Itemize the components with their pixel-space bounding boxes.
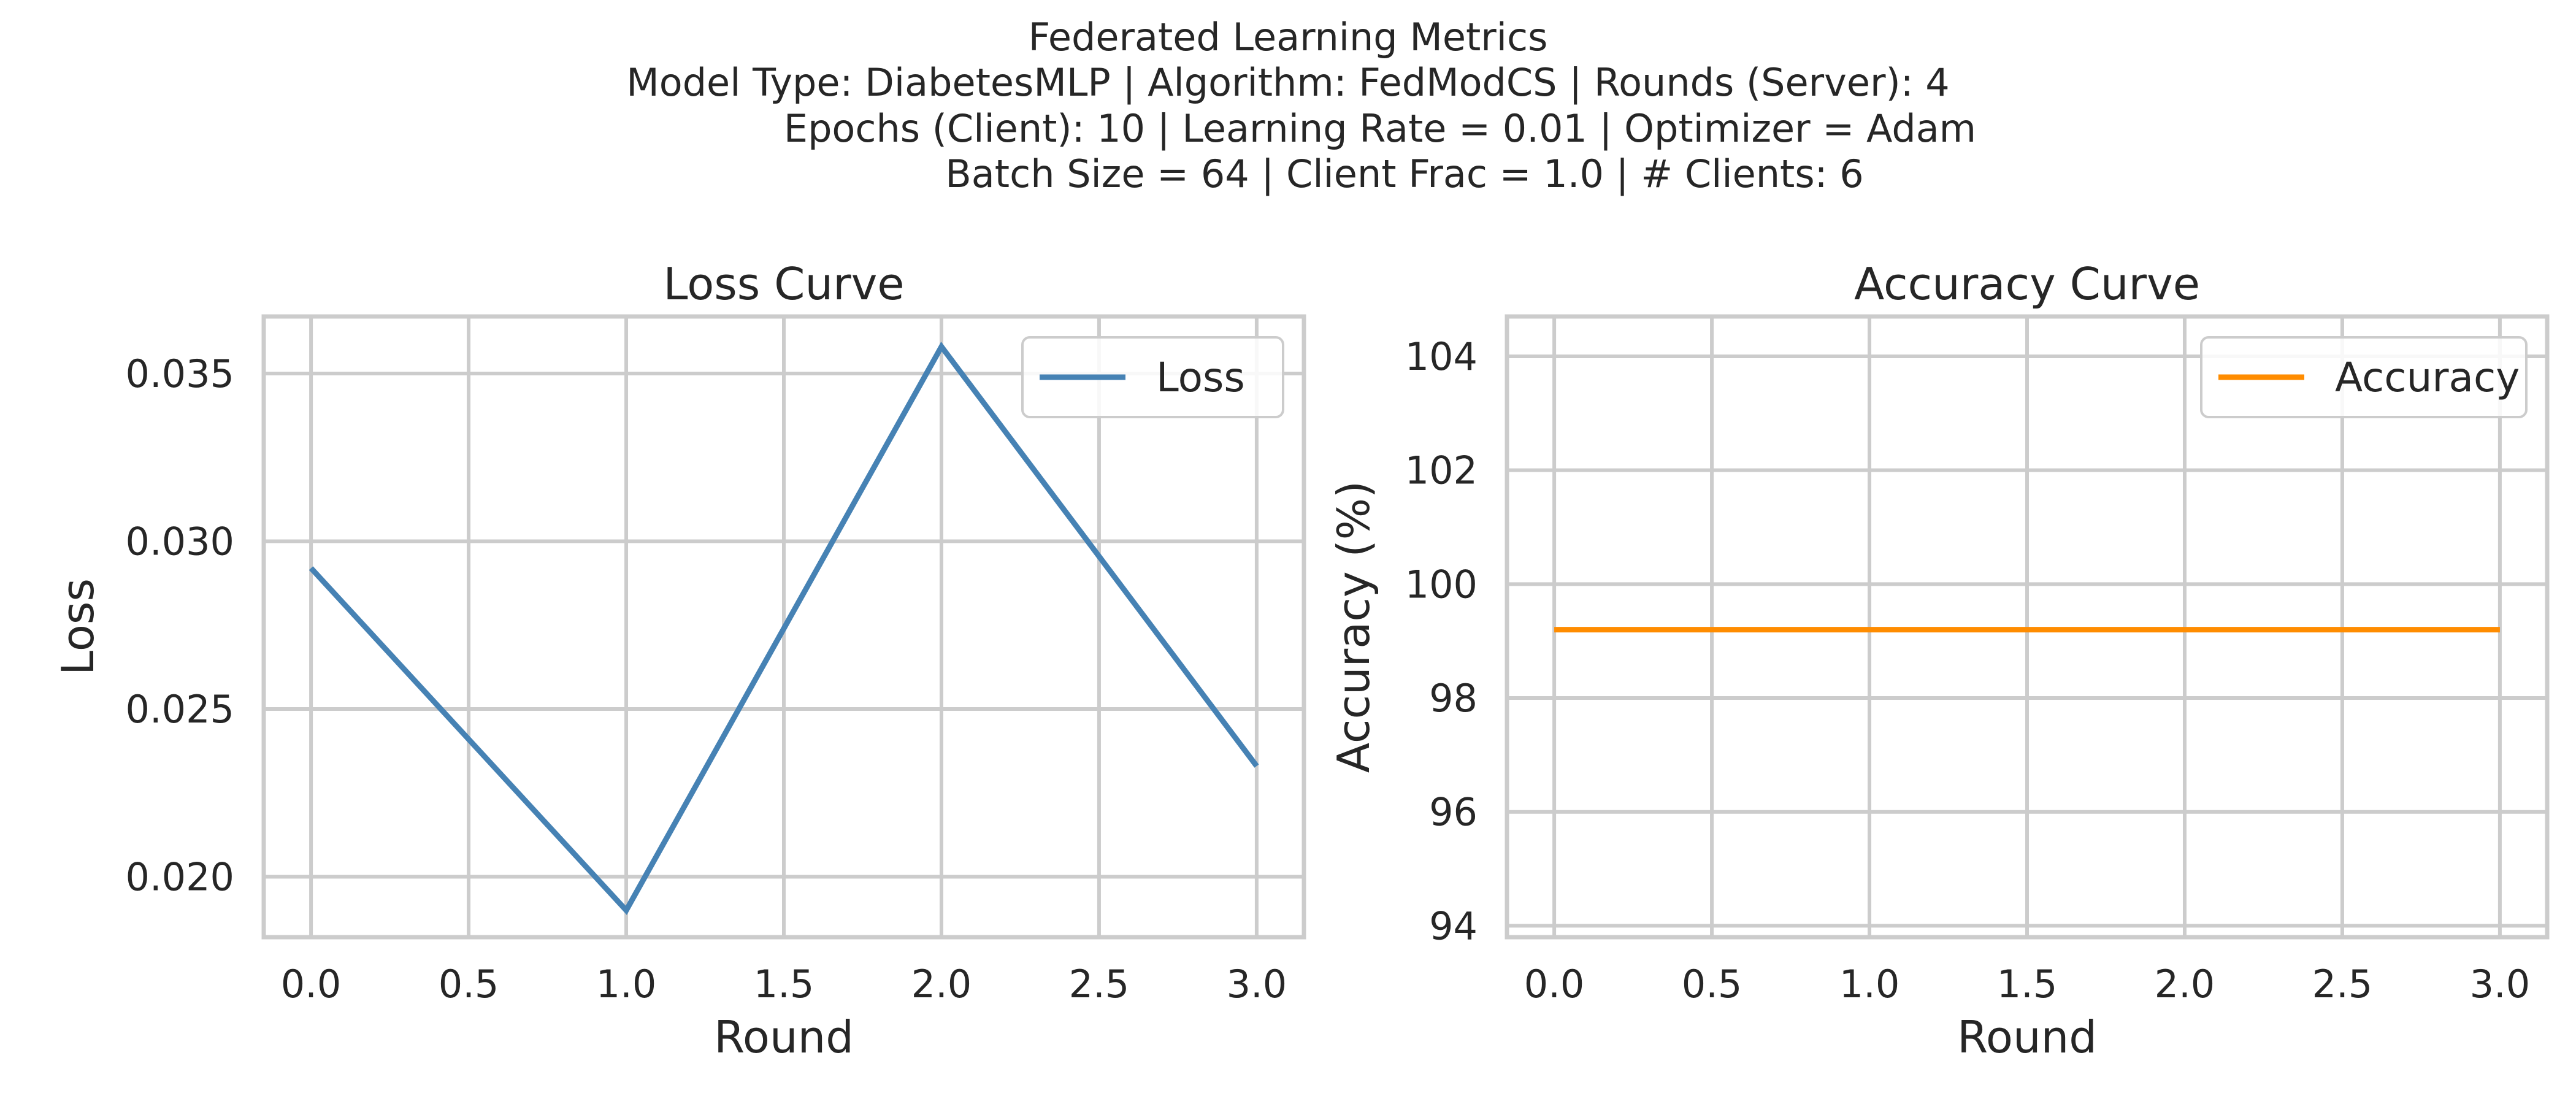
accuracy-legend-label: Accuracy bbox=[2335, 354, 2520, 401]
accuracy-x-axis-label: Round bbox=[1957, 1011, 2097, 1063]
loss-legend: Loss bbox=[1021, 336, 1284, 418]
accuracy-x-tick-label: 1.5 bbox=[1997, 962, 2058, 1006]
accuracy-plot-frame bbox=[1505, 314, 2550, 940]
loss-x-tick-label: 1.0 bbox=[596, 962, 657, 1006]
loss-x-axis-label: Round bbox=[714, 1011, 854, 1063]
accuracy-y-tick-label: 98 bbox=[1429, 676, 1478, 721]
loss-x-tick-label: 2.5 bbox=[1069, 962, 1130, 1006]
accuracy-y-axis-label: Accuracy (%) bbox=[1328, 481, 1379, 773]
accuracy-x-tick-label: 1.0 bbox=[1839, 962, 1900, 1006]
suptitle-line-2: Model Type: DiabetesMLP | Algorithm: Fed… bbox=[626, 60, 1949, 105]
accuracy-chart-title: Accuracy Curve bbox=[1854, 258, 2200, 310]
accuracy-y-tick-label: 104 bbox=[1405, 334, 1478, 379]
accuracy-y-tick-label: 102 bbox=[1405, 448, 1478, 493]
accuracy-x-tick-label: 2.0 bbox=[2155, 962, 2215, 1006]
loss-series-line bbox=[309, 342, 1259, 915]
loss-y-tick-label: 0.030 bbox=[126, 519, 235, 564]
accuracy-x-tick-label: 3.0 bbox=[2470, 962, 2531, 1006]
suptitle-line-3: Epochs (Client): 10 | Learning Rate = 0.… bbox=[784, 106, 1976, 151]
accuracy-y-tick-label: 96 bbox=[1429, 790, 1478, 835]
accuracy-legend-box bbox=[2200, 336, 2528, 418]
loss-chart-title: Loss Curve bbox=[663, 258, 904, 310]
accuracy-x-tick-label: 2.5 bbox=[2312, 962, 2373, 1006]
accuracy-y-tick-label: 94 bbox=[1429, 903, 1478, 948]
loss-plot-frame bbox=[261, 314, 1306, 940]
loss-chart: 0.0 0.5 1.0 1.5 2.0 2.5 3.0 0.020 0.025 0.030 0.03… bbox=[52, 258, 1306, 1063]
suptitle-line-4: Batch Size = 64 | Client Frac = 1.0 | # … bbox=[945, 151, 1863, 197]
accuracy-y-tick-label: 100 bbox=[1405, 562, 1478, 607]
loss-x-tick-label: 1.5 bbox=[754, 962, 815, 1006]
loss-x-tick-label: 3.0 bbox=[1227, 962, 1287, 1006]
accuracy-chart: 0.0 0.5 1.0 1.5 2.0 2.5 3.0 94 96 98 100 102 104 Accu… bbox=[1328, 258, 2550, 1063]
loss-y-tick-label: 0.035 bbox=[126, 351, 235, 396]
loss-x-tick-label: 0.0 bbox=[281, 962, 342, 1006]
loss-y-tick-label: 0.020 bbox=[126, 855, 235, 900]
accuracy-x-tick-label: 0.0 bbox=[1524, 962, 1585, 1006]
accuracy-x-tick-label: 0.5 bbox=[1682, 962, 1742, 1006]
loss-y-tick-label: 0.025 bbox=[126, 687, 235, 732]
loss-x-tick-label: 0.5 bbox=[439, 962, 499, 1006]
loss-legend-box bbox=[1021, 336, 1284, 418]
loss-x-tick-label: 2.0 bbox=[911, 962, 972, 1006]
loss-legend-label: Loss bbox=[1156, 354, 1245, 401]
suptitle-line-1: Federated Learning Metrics bbox=[1029, 15, 1548, 59]
accuracy-legend: Accuracy bbox=[2200, 336, 2528, 418]
figure-suptitle: Federated Learning Metrics Model Type: D… bbox=[626, 15, 1976, 197]
loss-y-axis-label: Loss bbox=[52, 578, 104, 675]
